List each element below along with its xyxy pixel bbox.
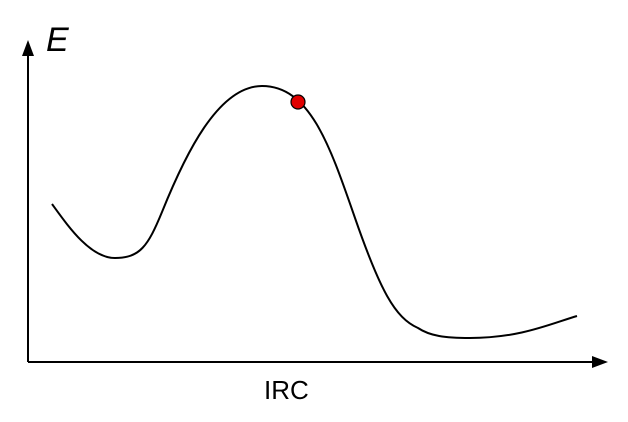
x-axis-arrowhead — [592, 356, 608, 368]
reaction-point-marker — [290, 94, 306, 110]
y-axis-label: E — [46, 21, 69, 59]
y-axis-arrowhead — [22, 40, 34, 56]
x-axis-label: IRC — [264, 375, 309, 405]
energy-curve — [51, 84, 578, 340]
